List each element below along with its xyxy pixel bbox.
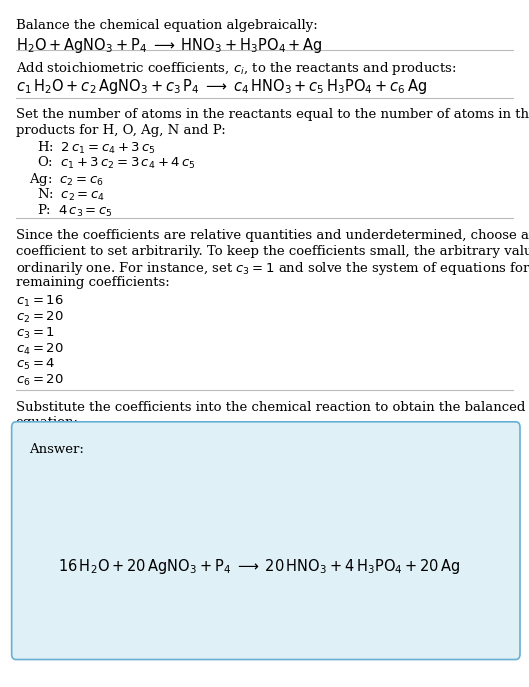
Text: N: $\; c_2 = c_4$: N: $\; c_2 = c_4$ bbox=[37, 187, 105, 203]
Text: products for H, O, Ag, N and P:: products for H, O, Ag, N and P: bbox=[16, 124, 226, 137]
Text: Answer:: Answer: bbox=[29, 443, 84, 456]
Text: Ag: $\; c_2 = c_6$: Ag: $\; c_2 = c_6$ bbox=[29, 171, 104, 188]
Text: H: $\; 2\,c_1 = c_4 + 3\,c_5$: H: $\; 2\,c_1 = c_4 + 3\,c_5$ bbox=[37, 139, 156, 155]
Text: ordinarily one. For instance, set $c_3 = 1$ and solve the system of equations fo: ordinarily one. For instance, set $c_3 =… bbox=[16, 260, 529, 278]
Text: $\mathrm{H_2O + AgNO_3 + P_4 \;\longrightarrow\; HNO_3 + H_3PO_4 + Ag}$: $\mathrm{H_2O + AgNO_3 + P_4 \;\longrigh… bbox=[16, 36, 323, 55]
Text: Set the number of atoms in the reactants equal to the number of atoms in the: Set the number of atoms in the reactants… bbox=[16, 108, 529, 121]
Text: O: $\; c_1 + 3\,c_2 = 3\,c_4 + 4\,c_5$: O: $\; c_1 + 3\,c_2 = 3\,c_4 + 4\,c_5$ bbox=[37, 155, 196, 171]
Text: P: $\; 4\,c_3 = c_5$: P: $\; 4\,c_3 = c_5$ bbox=[37, 203, 113, 218]
Text: coefficient to set arbitrarily. To keep the coefficients small, the arbitrary va: coefficient to set arbitrarily. To keep … bbox=[16, 245, 529, 258]
Text: remaining coefficients:: remaining coefficients: bbox=[16, 276, 170, 289]
Text: $c_1 = 16$: $c_1 = 16$ bbox=[16, 294, 63, 309]
Text: Add stoichiometric coefficients, $c_i$, to the reactants and products:: Add stoichiometric coefficients, $c_i$, … bbox=[16, 60, 456, 78]
Text: $c_2 = 20$: $c_2 = 20$ bbox=[16, 310, 63, 325]
Text: $c_6 = 20$: $c_6 = 20$ bbox=[16, 373, 63, 388]
Text: Balance the chemical equation algebraically:: Balance the chemical equation algebraica… bbox=[16, 19, 317, 32]
Text: $c_5 = 4$: $c_5 = 4$ bbox=[16, 357, 56, 372]
Text: Substitute the coefficients into the chemical reaction to obtain the balanced: Substitute the coefficients into the che… bbox=[16, 401, 525, 414]
FancyBboxPatch shape bbox=[12, 422, 520, 660]
Text: $c_3 = 1$: $c_3 = 1$ bbox=[16, 326, 55, 341]
Text: $c_4 = 20$: $c_4 = 20$ bbox=[16, 341, 63, 357]
Text: Since the coefficients are relative quantities and underdetermined, choose a: Since the coefficients are relative quan… bbox=[16, 229, 529, 242]
Text: $c_1\,\mathrm{H_2O} + c_2\,\mathrm{AgNO_3} + c_3\,\mathrm{P_4} \;\longrightarrow: $c_1\,\mathrm{H_2O} + c_2\,\mathrm{AgNO_… bbox=[16, 77, 427, 96]
Text: equation:: equation: bbox=[16, 416, 79, 429]
Text: $16\,\mathrm{H_2O} + 20\,\mathrm{AgNO_3} + \mathrm{P_4} \;\longrightarrow\; 20\,: $16\,\mathrm{H_2O} + 20\,\mathrm{AgNO_3}… bbox=[58, 557, 460, 576]
